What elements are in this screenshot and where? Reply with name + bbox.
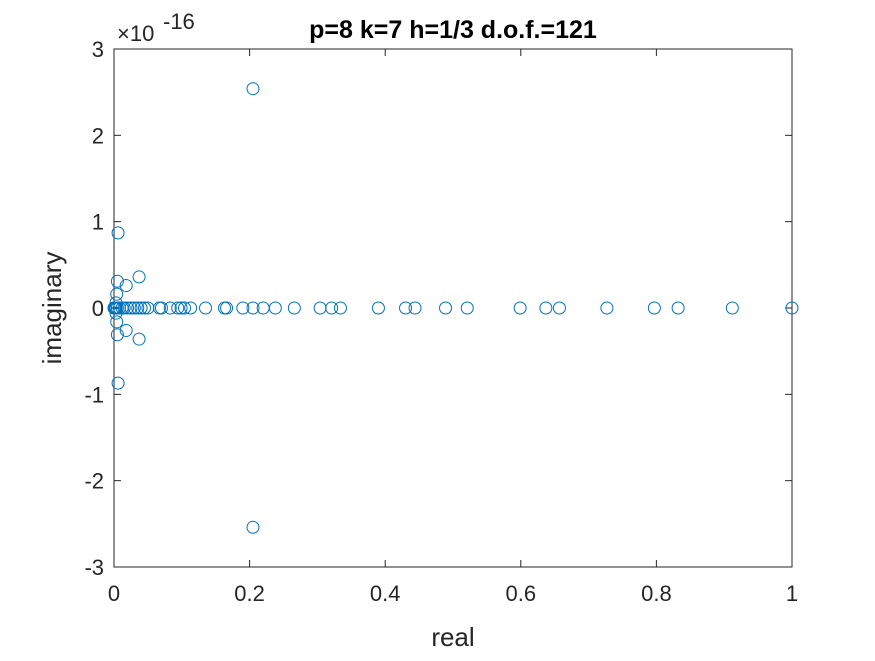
x-tick-label: 0.6 <box>506 581 537 606</box>
data-point <box>131 301 145 315</box>
x-tick-labels: 0 0.2 0.4 0.6 0.8 1 <box>108 581 798 606</box>
y-tick-labels: -3 -2 -1 0 1 2 3 <box>84 37 104 580</box>
tick-marks <box>113 48 793 568</box>
y-exponent-label: ×10 -16 <box>117 9 195 46</box>
data-point <box>111 226 125 240</box>
plot-area <box>113 48 793 568</box>
data-point <box>246 520 260 534</box>
data-point <box>287 301 301 315</box>
data-point <box>184 301 198 315</box>
data-point <box>218 301 232 315</box>
data-point <box>134 301 148 315</box>
data-point <box>399 301 413 315</box>
data-point <box>132 270 146 284</box>
chart-title: p=8 k=7 h=1/3 d.o.f.=121 <box>309 16 597 44</box>
data-point <box>174 301 188 315</box>
x-tick-label: 0.8 <box>641 581 672 606</box>
data-point <box>236 301 250 315</box>
data-point <box>313 301 327 315</box>
data-point <box>256 301 270 315</box>
y-axis-label: imaginary <box>37 252 67 365</box>
data-point <box>725 301 739 315</box>
x-tick-label: 0.4 <box>370 581 401 606</box>
data-point <box>333 301 347 315</box>
y-tick-label: 0 <box>92 296 104 321</box>
y-tick-label: -1 <box>84 382 104 407</box>
data-point <box>439 301 453 315</box>
data-point <box>110 287 124 301</box>
data-point <box>110 274 124 288</box>
data-point <box>460 301 474 315</box>
data-point <box>178 301 192 315</box>
y-tick-label: -3 <box>84 555 104 580</box>
data-point <box>371 301 385 315</box>
data-point <box>132 332 146 346</box>
data-point <box>171 301 185 315</box>
y-tick-label: 3 <box>92 37 104 62</box>
data-point <box>647 301 661 315</box>
data-point <box>119 323 133 337</box>
x-tick-label: 1 <box>786 581 798 606</box>
data-point <box>107 301 121 315</box>
x-tick-label: 0.2 <box>234 581 265 606</box>
x-axis-label: real <box>431 622 474 652</box>
data-point <box>109 296 123 310</box>
data-point <box>111 376 125 390</box>
data-point <box>539 301 553 315</box>
data-point <box>552 301 566 315</box>
y-tick-label: 1 <box>92 210 104 235</box>
data-point <box>138 301 152 315</box>
data-point <box>119 279 133 293</box>
data-point <box>785 301 799 315</box>
y-multiplier-base: ×10 <box>117 21 154 46</box>
data-point <box>109 306 123 320</box>
data-point <box>110 315 124 329</box>
data-point <box>163 301 177 315</box>
data-point <box>671 301 685 315</box>
x-tick-label: 0 <box>108 581 120 606</box>
data-point <box>199 301 213 315</box>
y-tick-label: 2 <box>92 123 104 148</box>
y-tick-label: -2 <box>84 469 104 494</box>
data-point <box>600 301 614 315</box>
data-point <box>110 328 124 342</box>
data-point <box>246 82 260 96</box>
data-points <box>107 82 799 534</box>
data-point <box>141 301 155 315</box>
y-multiplier-exponent: -16 <box>163 9 195 34</box>
data-point <box>246 301 260 315</box>
data-point <box>513 301 527 315</box>
data-point <box>408 301 422 315</box>
